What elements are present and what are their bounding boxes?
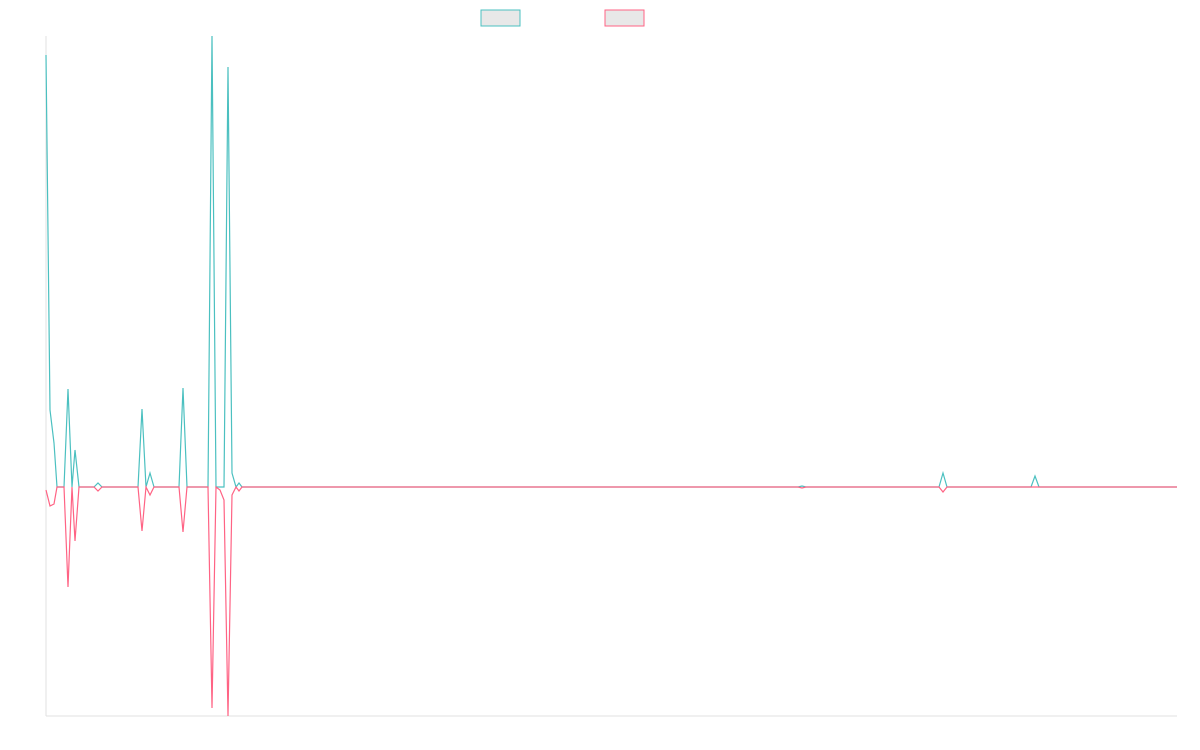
series-line: [45, 35, 1177, 489]
legend-swatch: [604, 9, 645, 27]
series-line: [45, 484, 1177, 717]
legend-swatch: [480, 9, 521, 27]
legend: [480, 9, 645, 27]
